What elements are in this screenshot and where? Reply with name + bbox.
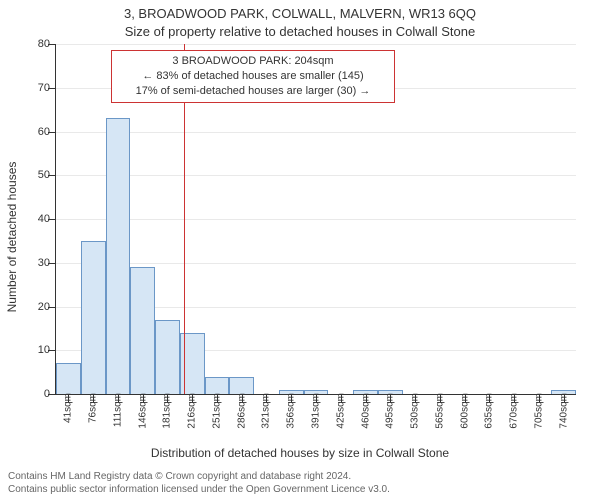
x-tick-label: 635sqm [484,393,495,429]
gridline [56,44,576,45]
x-tick-label: 530sqm [410,393,421,429]
histogram-bar [155,320,180,394]
x-tick-label: 425sqm [335,393,346,429]
x-tick-label: 321sqm [261,393,272,429]
footer-attribution: Contains HM Land Registry data © Crown c… [8,470,592,496]
x-tick-label: 600sqm [459,393,470,429]
y-axis-label: Number of detached houses [5,137,19,337]
gridline [56,263,576,264]
y-tick-label: 60 [24,126,50,138]
y-tick-label: 70 [24,82,50,94]
annotation-line3: 17% of semi-detached houses are larger (… [118,84,388,99]
x-tick-label: 391sqm [311,393,322,429]
x-tick-label: 146sqm [137,393,148,429]
x-tick-label: 251sqm [211,393,222,429]
x-tick-label: 76sqm [88,393,99,423]
x-tick-label: 41sqm [63,393,74,423]
y-tick-label: 40 [24,213,50,225]
x-axis-label: Distribution of detached houses by size … [0,446,600,460]
x-tick-label: 286sqm [236,393,247,429]
histogram-bar [56,363,81,394]
footer-line1: Contains HM Land Registry data © Crown c… [8,470,592,483]
x-tick-label: 705sqm [533,393,544,429]
y-tick-label: 20 [24,301,50,313]
annotation-line2: ← 83% of detached houses are smaller (14… [118,69,388,84]
y-tick-label: 80 [24,38,50,50]
y-tick-label: 0 [24,388,50,400]
histogram-bar [81,241,106,394]
gridline [56,219,576,220]
x-tick-label: 111sqm [112,393,123,427]
histogram-bar [205,377,230,395]
x-tick-label: 495sqm [385,393,396,429]
y-tick-label: 50 [24,169,50,181]
x-tick-label: 216sqm [187,393,198,429]
y-tick-label: 30 [24,257,50,269]
title-line2: Size of property relative to detached ho… [0,24,600,39]
gridline [56,175,576,176]
histogram-bar [106,118,131,394]
x-tick-label: 565sqm [434,393,445,429]
annotation-line1: 3 BROADWOOD PARK: 204sqm [118,54,388,69]
x-tick-label: 356sqm [286,393,297,429]
x-tick-label: 181sqm [162,393,173,429]
figure-root: 3, BROADWOOD PARK, COLWALL, MALVERN, WR1… [0,0,600,500]
histogram-bar [130,267,155,394]
reference-annotation-box: 3 BROADWOOD PARK: 204sqm ← 83% of detach… [111,50,395,103]
histogram-bar [229,377,254,395]
gridline [56,132,576,133]
title-line1: 3, BROADWOOD PARK, COLWALL, MALVERN, WR1… [0,6,600,21]
x-tick-label: 740sqm [558,393,569,429]
x-tick-label: 460sqm [360,393,371,429]
plot-area: 0102030405060708041sqm76sqm111sqm146sqm1… [55,44,576,395]
x-tick-label: 670sqm [509,393,520,429]
y-tick-label: 10 [24,344,50,356]
footer-line2: Contains public sector information licen… [8,483,592,496]
